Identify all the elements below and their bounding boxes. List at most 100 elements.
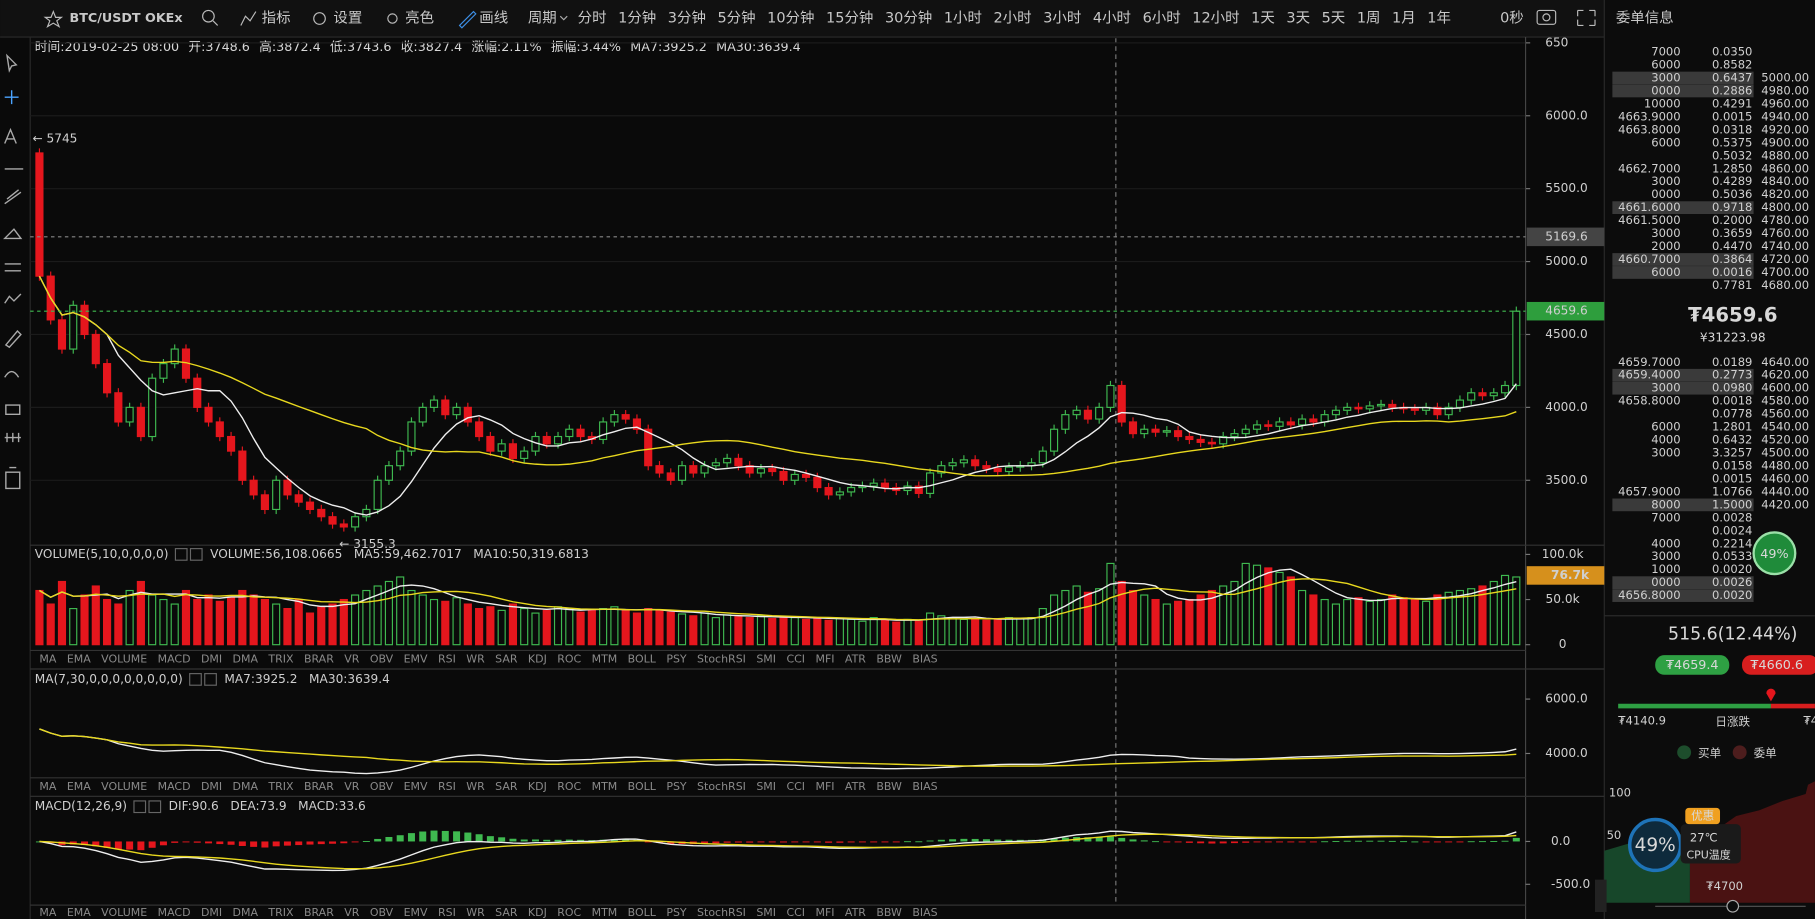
indicator-tab[interactable]: MFI <box>815 780 834 793</box>
menu-item[interactable]: 周期 <box>528 10 557 27</box>
indicator-tab[interactable]: BIAS <box>912 906 937 919</box>
indicator-tab[interactable]: WR <box>466 780 485 793</box>
interval[interactable]: 15分钟 <box>826 10 873 27</box>
indicator-tab[interactable]: DMI <box>201 906 222 919</box>
indicator-tab[interactable]: BOLL <box>628 780 657 793</box>
interval[interactable]: 5分钟 <box>717 10 755 27</box>
indicator-tab[interactable]: MTM <box>592 653 618 666</box>
indicator-tab[interactable]: MACD <box>158 906 191 919</box>
menu-item[interactable]: 指标 <box>262 10 291 27</box>
interval[interactable]: 4小时 <box>1093 10 1131 27</box>
indicator-tab[interactable]: OBV <box>370 653 394 666</box>
indicator-tab[interactable]: RSI <box>438 653 456 666</box>
indicator-tab[interactable]: TRIX <box>267 653 294 666</box>
interval[interactable]: 3天 <box>1286 11 1310 27</box>
indicator-tab[interactable]: DMI <box>201 653 222 666</box>
interval[interactable]: 1小时 <box>944 10 982 27</box>
indicator-tab[interactable]: BOLL <box>628 906 657 919</box>
interval[interactable]: 1年 <box>1427 10 1451 27</box>
indicator-tab[interactable]: MFI <box>815 653 834 666</box>
menu-item[interactable]: 画线 <box>479 10 508 27</box>
indicator-tab[interactable]: VOLUME <box>101 653 147 666</box>
interval[interactable]: 1天 <box>1251 11 1275 27</box>
buy-button[interactable] <box>1655 655 1730 675</box>
interval[interactable]: 5天 <box>1322 11 1346 27</box>
indicator-tab[interactable]: CCI <box>786 653 805 666</box>
indicator-tab[interactable]: StochRSI <box>697 653 746 666</box>
indicator-tab[interactable]: CCI <box>786 906 805 919</box>
interval[interactable]: 3小时 <box>1043 10 1081 27</box>
indicator-tab[interactable]: StochRSI <box>697 780 746 793</box>
indicator-tab[interactable]: DMA <box>233 780 259 793</box>
indicator-tab[interactable]: VR <box>344 906 360 919</box>
menu-item[interactable]: 设置 <box>333 10 362 27</box>
indicator-tab[interactable]: MA <box>39 780 56 793</box>
indicator-tab[interactable]: BRAR <box>304 906 334 919</box>
interval[interactable]: 6小时 <box>1143 10 1181 27</box>
indicator-tab[interactable]: TRIX <box>267 780 294 793</box>
indicator-tab[interactable]: KDJ <box>528 780 547 793</box>
indicator-tab[interactable]: EMV <box>404 780 428 793</box>
interval[interactable]: 1周 <box>1357 11 1381 27</box>
indicator-tab[interactable]: MFI <box>815 906 834 919</box>
interval[interactable]: 1月 <box>1392 11 1416 27</box>
interval[interactable]: 分时 <box>578 10 607 27</box>
indicator-tab[interactable]: DMI <box>201 780 222 793</box>
interval[interactable]: 2小时 <box>994 10 1032 27</box>
indicator-tab[interactable]: ROC <box>557 653 581 666</box>
indicator-tab[interactable]: SMI <box>756 906 776 919</box>
indicator-tab[interactable]: SAR <box>495 906 518 919</box>
indicator-tab[interactable]: MACD <box>158 780 191 793</box>
indicator-tab[interactable]: BIAS <box>912 653 937 666</box>
indicator-tab[interactable]: BBW <box>876 780 902 793</box>
interval[interactable]: 1分钟 <box>618 10 656 27</box>
indicator-tab[interactable]: MA <box>39 653 56 666</box>
interval[interactable]: 12小时 <box>1192 10 1239 27</box>
collapse-button[interactable] <box>1595 879 1607 913</box>
sell-button[interactable] <box>1742 655 1815 675</box>
indicator-tab[interactable]: EMA <box>67 906 91 919</box>
indicator-tab[interactable]: KDJ <box>528 906 547 919</box>
indicator-tab[interactable]: RSI <box>438 780 456 793</box>
indicator-tab[interactable]: VR <box>344 780 360 793</box>
indicator-tab[interactable]: SAR <box>495 780 518 793</box>
indicator-tab[interactable]: VOLUME <box>101 906 147 919</box>
indicator-tab[interactable]: BBW <box>876 653 902 666</box>
indicator-tab[interactable]: MTM <box>592 780 618 793</box>
indicator-tab[interactable]: MACD <box>158 653 191 666</box>
indicator-tab[interactable]: BIAS <box>912 780 937 793</box>
indicator-tab[interactable]: EMA <box>67 780 91 793</box>
indicator-tab[interactable]: ROC <box>557 780 581 793</box>
indicator-tab[interactable]: VR <box>344 653 360 666</box>
indicator-tab[interactable]: BBW <box>876 906 902 919</box>
indicator-tab[interactable]: KDJ <box>528 653 547 666</box>
indicator-tab[interactable]: PSY <box>666 653 687 666</box>
indicator-tab[interactable]: PSY <box>666 906 687 919</box>
indicator-tab[interactable]: SAR <box>495 653 518 666</box>
indicator-tab[interactable]: WR <box>466 906 485 919</box>
indicator-tab[interactable]: OBV <box>370 906 394 919</box>
interval[interactable]: 10分钟 <box>767 10 814 27</box>
indicator-tab[interactable]: SMI <box>756 780 776 793</box>
indicator-tab[interactable]: BRAR <box>304 653 334 666</box>
indicator-tab[interactable]: MTM <box>592 906 618 919</box>
indicator-tab[interactable]: BRAR <box>304 780 334 793</box>
indicator-tab[interactable]: DMA <box>233 906 259 919</box>
indicator-tab[interactable]: VOLUME <box>101 780 147 793</box>
indicator-tab[interactable]: WR <box>466 653 485 666</box>
indicator-tab[interactable]: SMI <box>756 653 776 666</box>
indicator-tab[interactable]: EMV <box>404 906 428 919</box>
indicator-tab[interactable]: DMA <box>233 653 259 666</box>
menu-item[interactable]: 亮色 <box>405 10 434 27</box>
indicator-tab[interactable]: TRIX <box>267 906 294 919</box>
indicator-tab[interactable]: PSY <box>666 780 687 793</box>
indicator-tab[interactable]: OBV <box>370 780 394 793</box>
interval[interactable]: 3分钟 <box>668 10 706 27</box>
indicator-tab[interactable]: EMA <box>67 653 91 666</box>
indicator-tab[interactable]: StochRSI <box>697 906 746 919</box>
indicator-tab[interactable]: ROC <box>557 906 581 919</box>
indicator-tab[interactable]: EMV <box>404 653 428 666</box>
indicator-tab[interactable]: CCI <box>786 780 805 793</box>
indicator-tab[interactable]: ATR <box>845 653 866 666</box>
indicator-tab[interactable]: ATR <box>845 780 866 793</box>
